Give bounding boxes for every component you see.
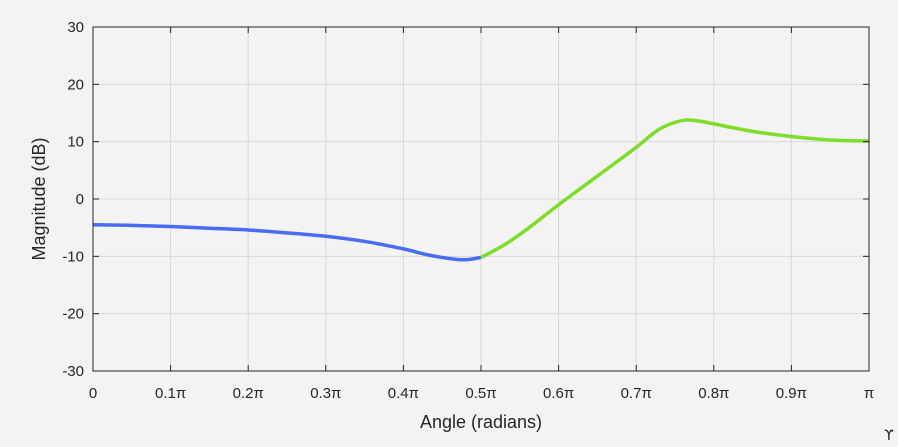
x-tick-label: π [864,385,874,402]
y-tick-label: -10 [62,248,84,265]
x-tick-label: 0.1π [155,385,186,402]
x-tick-label: 0.2π [233,385,264,402]
y-tick-label: 20 [67,76,84,93]
x-tick-label: 0.4π [388,385,419,402]
series-line-1 [92,223,482,262]
y-axis-label: Magnitude (dB) [29,137,49,260]
tick-marks [92,26,870,372]
y-tick-label: -30 [62,363,84,380]
x-tick-label: 0.7π [621,385,652,402]
x-tick-label: 0.9π [776,385,807,402]
corner-marker-icon: ϒ [884,428,894,444]
y-tick-label: -20 [62,306,84,323]
series-line-2 [480,118,870,260]
x-tick-label: 0.6π [543,385,574,402]
series-layer [92,118,870,262]
x-tick-label: 0.5π [465,385,496,402]
y-tick-label: 0 [76,191,84,208]
y-tick-labels: -30 -20 -10 0 10 20 30 [62,19,84,380]
x-tick-label: 0.8π [698,385,729,402]
x-tick-label: 0.3π [310,385,341,402]
x-tick-labels: 0 0.1π 0.2π 0.3π 0.4π 0.5π 0.6π 0.7π 0.8π 0.9π π [89,385,874,402]
y-tick-label: 30 [67,19,84,36]
x-axis-label: Angle (radians) [420,412,542,432]
y-tick-label: 10 [67,134,84,151]
x-tick-label: 0 [89,385,97,402]
